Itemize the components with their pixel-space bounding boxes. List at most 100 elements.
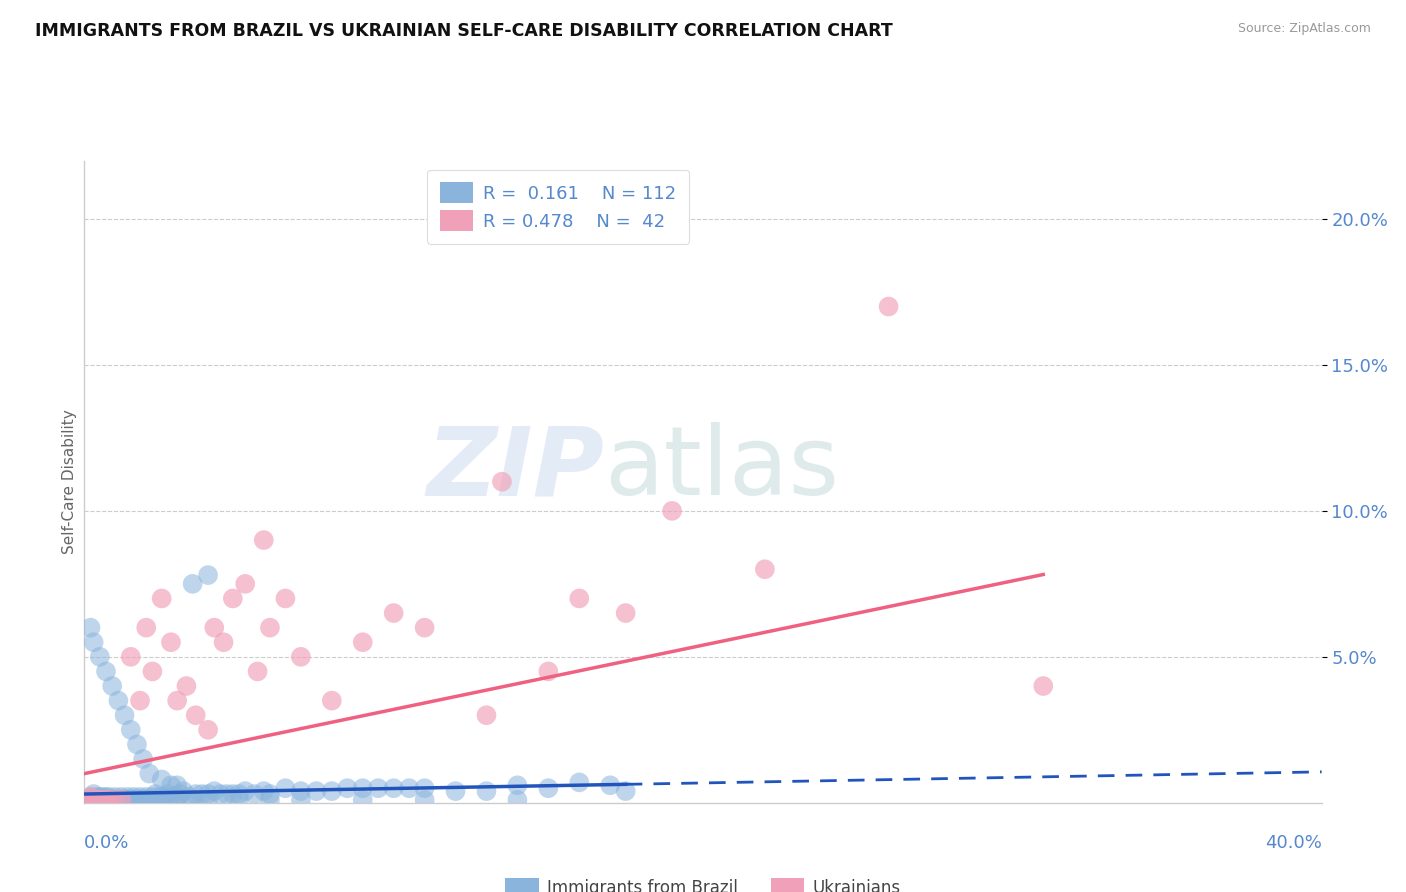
Point xyxy=(228,793,250,807)
Y-axis label: Self-Care Disability: Self-Care Disability xyxy=(62,409,77,554)
Point xyxy=(89,793,111,807)
Point xyxy=(537,781,560,796)
Point xyxy=(122,789,145,804)
Point xyxy=(599,778,621,792)
Point xyxy=(135,793,157,807)
Point xyxy=(110,793,132,807)
Point xyxy=(614,606,637,620)
Text: ZIP: ZIP xyxy=(426,422,605,516)
Point xyxy=(475,784,498,798)
Point xyxy=(179,789,201,804)
Point xyxy=(91,793,114,807)
Legend: Immigrants from Brazil, Ukrainians: Immigrants from Brazil, Ukrainians xyxy=(499,871,907,892)
Point xyxy=(150,789,173,804)
Point xyxy=(274,781,297,796)
Point xyxy=(172,784,194,798)
Point xyxy=(352,781,374,796)
Point xyxy=(94,665,117,679)
Point xyxy=(94,793,117,807)
Point xyxy=(141,789,163,804)
Point xyxy=(120,723,142,737)
Point xyxy=(83,787,105,801)
Point xyxy=(253,784,276,798)
Point xyxy=(166,789,188,804)
Point xyxy=(141,793,163,807)
Point xyxy=(321,784,343,798)
Point xyxy=(79,789,101,804)
Point xyxy=(197,723,219,737)
Point xyxy=(76,793,98,807)
Point xyxy=(104,793,127,807)
Point xyxy=(153,789,176,804)
Point xyxy=(107,793,129,807)
Point xyxy=(506,778,529,792)
Point xyxy=(181,793,204,807)
Point xyxy=(197,787,219,801)
Point xyxy=(166,693,188,707)
Point xyxy=(166,778,188,792)
Point xyxy=(202,621,225,635)
Point xyxy=(181,577,204,591)
Point xyxy=(94,793,117,807)
Point xyxy=(86,789,108,804)
Point xyxy=(398,781,420,796)
Point xyxy=(491,475,513,489)
Point xyxy=(197,568,219,582)
Point xyxy=(661,504,683,518)
Point xyxy=(94,793,117,807)
Point xyxy=(160,635,183,649)
Point xyxy=(86,793,108,807)
Point xyxy=(94,789,117,804)
Point xyxy=(104,793,127,807)
Point xyxy=(367,781,389,796)
Point xyxy=(129,693,152,707)
Point xyxy=(138,793,160,807)
Point xyxy=(877,300,900,314)
Point xyxy=(160,789,183,804)
Point xyxy=(150,591,173,606)
Point xyxy=(160,778,183,792)
Point xyxy=(202,784,225,798)
Point xyxy=(197,793,219,807)
Point xyxy=(129,793,152,807)
Point xyxy=(382,781,405,796)
Point xyxy=(83,793,105,807)
Point xyxy=(114,793,136,807)
Text: Source: ZipAtlas.com: Source: ZipAtlas.com xyxy=(1237,22,1371,36)
Point xyxy=(145,787,167,801)
Point xyxy=(125,738,148,752)
Point xyxy=(117,793,139,807)
Point xyxy=(243,787,266,801)
Point xyxy=(259,787,281,801)
Point xyxy=(1032,679,1054,693)
Point xyxy=(233,784,256,798)
Point xyxy=(86,793,108,807)
Point xyxy=(117,789,139,804)
Point xyxy=(120,649,142,664)
Point xyxy=(475,708,498,723)
Point xyxy=(614,784,637,798)
Point xyxy=(86,793,108,807)
Point xyxy=(141,665,163,679)
Point xyxy=(233,577,256,591)
Point xyxy=(444,784,467,798)
Point xyxy=(215,787,238,801)
Point xyxy=(321,693,343,707)
Point xyxy=(246,665,269,679)
Point xyxy=(83,793,105,807)
Text: IMMIGRANTS FROM BRAZIL VS UKRAINIAN SELF-CARE DISABILITY CORRELATION CHART: IMMIGRANTS FROM BRAZIL VS UKRAINIAN SELF… xyxy=(35,22,893,40)
Point xyxy=(290,784,312,798)
Point xyxy=(259,621,281,635)
Point xyxy=(89,793,111,807)
Point xyxy=(222,787,245,801)
Point xyxy=(91,793,114,807)
Point xyxy=(352,635,374,649)
Text: atlas: atlas xyxy=(605,422,839,516)
Point xyxy=(83,635,105,649)
Point xyxy=(191,787,214,801)
Point xyxy=(76,793,98,807)
Point xyxy=(98,789,121,804)
Point xyxy=(290,793,312,807)
Point xyxy=(184,708,207,723)
Point xyxy=(253,533,276,547)
